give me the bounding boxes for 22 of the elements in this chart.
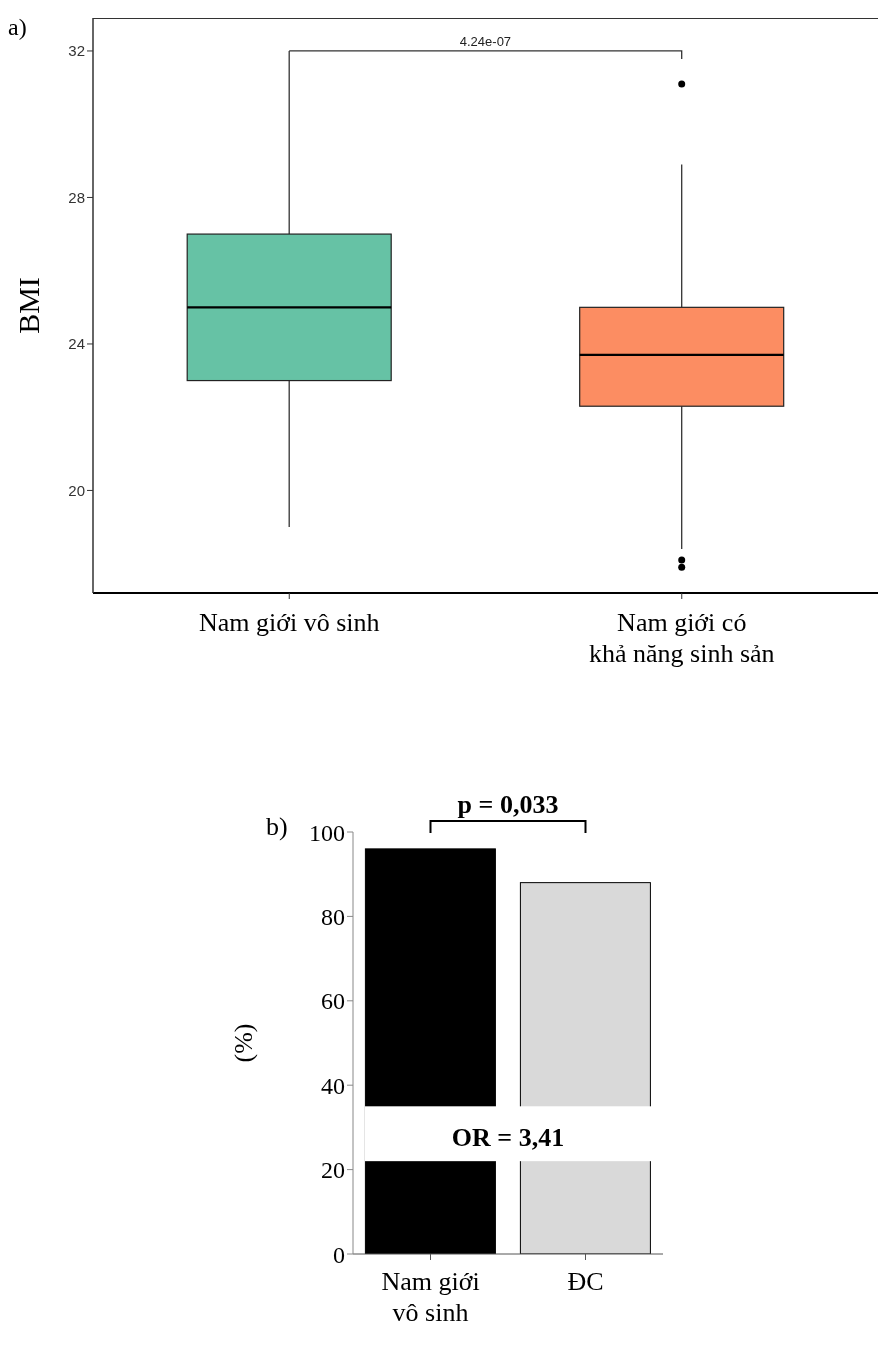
y-tick-label: 80 xyxy=(321,903,345,930)
y-tick-label: 40 xyxy=(321,1072,345,1099)
y-tick-label: 20 xyxy=(321,1157,345,1184)
x-tick-label: Nam giới vô sinh xyxy=(381,1267,480,1328)
x-tick-label: ĐC xyxy=(567,1267,604,1296)
y-tick-label: 20 xyxy=(68,481,85,499)
y-tick-label: 28 xyxy=(68,188,85,206)
annotation: OR = 3,41 xyxy=(451,1123,565,1153)
y-axis-title: BMI xyxy=(11,277,45,334)
significance-bracket: 4.24e-07 xyxy=(288,33,683,60)
y-tick-label: 100 xyxy=(309,819,345,846)
x-tick-label: Nam giới có khả năng sinh sản xyxy=(588,608,775,669)
annotation: 4.24e-07 xyxy=(459,33,512,49)
y-axis-title: (%) xyxy=(229,1023,259,1063)
y-tick-label: 32 xyxy=(68,42,85,60)
chart-title: a) xyxy=(8,14,27,41)
significance-bracket: p = 0,033 xyxy=(429,789,587,834)
y-tick-label: 0 xyxy=(333,1241,345,1268)
chart-title: b) xyxy=(266,812,288,842)
x-tick-label: Nam giới vô sinh xyxy=(198,608,380,637)
y-tick-label: 24 xyxy=(68,335,85,353)
y-tick-label: 60 xyxy=(321,988,345,1015)
